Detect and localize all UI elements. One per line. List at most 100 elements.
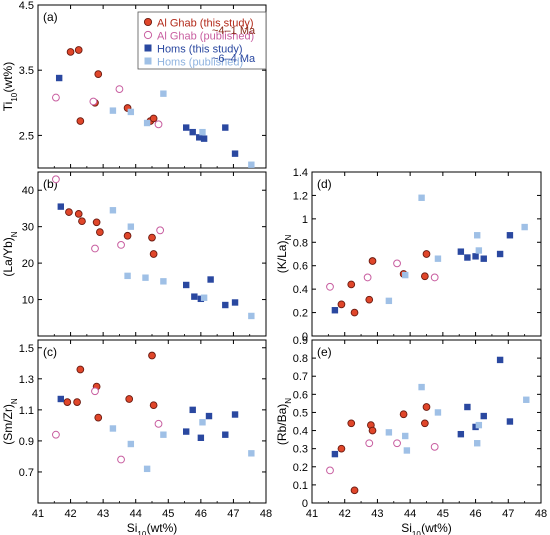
- data-point-d-s0: [347, 280, 356, 289]
- data-point-a-s0: [76, 117, 85, 125]
- x-tick-label: 41: [306, 508, 318, 520]
- x-tick-label: 41: [32, 508, 44, 520]
- data-point-a-s3: [160, 90, 167, 97]
- y-tick-label: 0.9: [293, 335, 308, 347]
- panel-label-a: (a): [43, 10, 58, 24]
- panel-a: 2.5 3.5 4.5 (a) Ti10 (wt%): [1, 0, 267, 169]
- data-point-b-s3: [127, 223, 135, 230]
- data-point-b-s2: [191, 293, 198, 300]
- data-point-b-s1: [156, 226, 165, 235]
- y-tick-label: 30: [22, 222, 34, 234]
- data-point-c-s3: [248, 450, 255, 457]
- data-point-e-s2: [506, 418, 514, 425]
- data-point-b-s1: [91, 244, 99, 253]
- x-axis-label-e: Si10 (wt%): [401, 521, 452, 535]
- data-point-e-s2: [472, 423, 479, 431]
- x-axis-label-c: Si10 (wt%): [127, 521, 178, 535]
- x-tick-label: 43: [371, 508, 383, 520]
- y-tick-label: 0.2: [293, 462, 308, 474]
- data-point-b-s2: [231, 299, 239, 306]
- data-point-c-s2: [183, 428, 190, 435]
- data-point-c-s2: [205, 412, 213, 420]
- data-point-c-s3: [109, 425, 117, 432]
- y-tick-label: 10: [22, 295, 34, 307]
- x-tick-label: 42: [64, 508, 76, 520]
- x-tick-label: 46: [469, 508, 481, 520]
- y-axis-label-d: (K/La)N: [275, 235, 293, 274]
- panel-label-d: (d): [317, 177, 332, 191]
- data-point-d-s1: [363, 273, 372, 282]
- data-point-d-s0: [421, 272, 429, 281]
- x-tick-label: 44: [130, 508, 142, 520]
- data-point-c-s2: [197, 434, 205, 441]
- data-point-e-s3: [475, 421, 483, 429]
- data-point-a-s1: [154, 120, 163, 129]
- data-point-c-s3: [199, 419, 206, 426]
- legend-age-alghab: ~4–1 Ma: [212, 25, 256, 37]
- data-point-e-s3: [403, 447, 411, 454]
- data-point-a-s0: [74, 46, 83, 54]
- y-tick-label: 1.3: [19, 374, 34, 386]
- data-point-d-s2: [331, 307, 339, 314]
- data-point-b-s2: [183, 281, 190, 289]
- data-point-e-s0: [337, 444, 346, 453]
- data-point-c-s2: [222, 431, 229, 438]
- data-point-a-s2: [196, 134, 203, 141]
- x-tick-label: 45: [162, 508, 174, 520]
- data-point-a-s1: [115, 85, 124, 94]
- data-point-e-s0: [421, 419, 429, 428]
- y-tick-label: 0.7: [19, 467, 34, 479]
- data-point-b-s3: [124, 272, 131, 280]
- data-point-a-s3: [109, 107, 117, 114]
- y-tick-label: 0.8: [293, 353, 308, 365]
- data-point-b-s0: [92, 218, 101, 227]
- y-tick-label: 0: [302, 498, 308, 510]
- data-point-d-s2: [496, 250, 504, 258]
- y-tick-label: 3.5: [19, 65, 34, 77]
- data-point-b-s0: [96, 228, 104, 236]
- data-point-d-s1: [430, 273, 439, 282]
- data-point-c-s0: [125, 395, 134, 403]
- y-tick-label: 20: [22, 258, 34, 270]
- data-point-e-s3: [402, 432, 409, 440]
- y-tick-label: 40: [22, 185, 34, 197]
- legend-age-homs: ~6–4 Ma: [212, 53, 256, 65]
- data-point-a-s2: [200, 135, 208, 142]
- data-point-d-s3: [475, 247, 483, 254]
- data-point-c-s0: [73, 398, 81, 406]
- legend-label-alghab-this: Al Ghab (this study): [157, 18, 254, 30]
- data-point-e-s0: [350, 486, 359, 495]
- data-point-b-s1: [117, 240, 125, 249]
- data-point-c-s0: [63, 398, 72, 406]
- legend-marker-alghab-pub: [143, 30, 153, 40]
- data-point-b-s2: [222, 301, 229, 309]
- data-point-e-s1: [365, 439, 374, 448]
- y-tick-label: 0: [302, 331, 308, 343]
- data-point-e-s3: [474, 440, 481, 447]
- data-point-e-s2: [331, 450, 339, 458]
- data-point-e-s3: [385, 429, 393, 436]
- data-point-d-s3: [402, 271, 409, 279]
- y-axis-label-c: (Sm/Zr)N: [1, 398, 19, 445]
- legend: Al Ghab (this study) Al Ghab (published)…: [137, 11, 267, 70]
- y-tick-label: 0.6: [293, 261, 308, 273]
- data-point-d-s2: [480, 255, 487, 262]
- data-point-c-s3: [160, 431, 167, 438]
- data-point-e-s0: [368, 426, 377, 435]
- x-tick-label: 43: [97, 508, 109, 520]
- data-point-b-s3: [109, 207, 117, 214]
- legend-label-homs-this: Homs (this study): [157, 44, 243, 56]
- data-point-e-s3: [434, 409, 442, 416]
- y-axis-label-a: Ti10 (wt%): [1, 62, 19, 111]
- data-point-c-s3: [143, 465, 151, 473]
- legend-label-alghab-pub: Al Ghab (published): [157, 31, 254, 43]
- data-point-a-s0: [94, 70, 103, 78]
- x-tick-label: 45: [437, 508, 449, 520]
- legend-marker-homs-pub: [144, 57, 152, 65]
- y-tick-label: 0.2: [293, 308, 308, 320]
- panel-label-e: (e): [317, 345, 332, 359]
- data-point-b-s3: [142, 274, 149, 281]
- data-point-b-s3: [200, 294, 208, 301]
- y-tick-label: 0.4: [293, 426, 308, 438]
